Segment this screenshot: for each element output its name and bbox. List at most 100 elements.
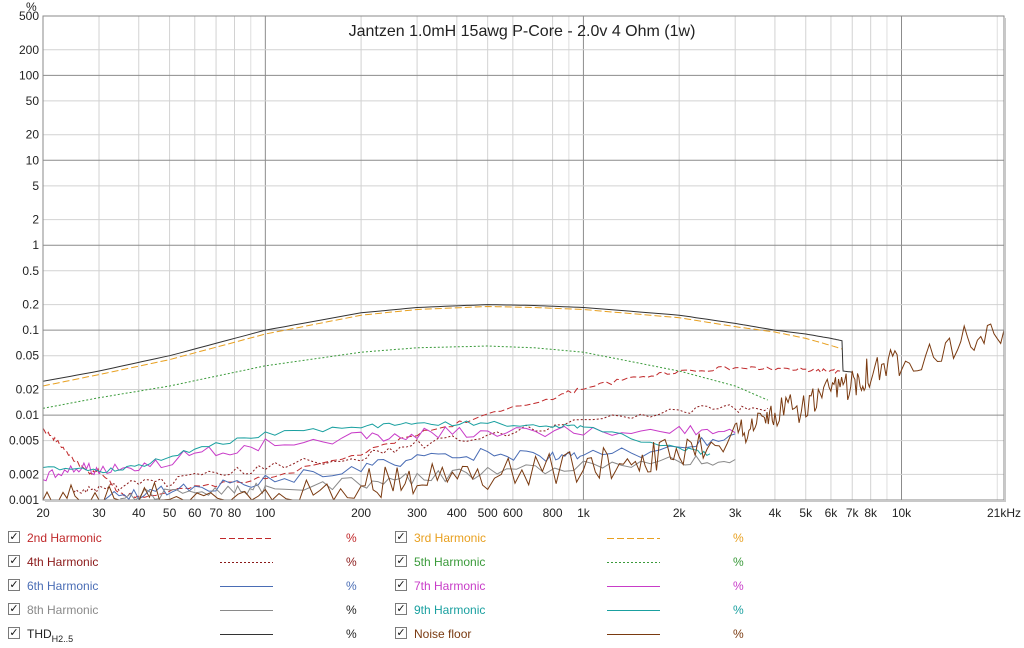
y-tick-label: 20 [26,128,40,142]
x-tick-label: 10k [892,506,912,520]
x-tick-label: 800 [543,506,563,520]
series-layer [43,304,1004,500]
legend-checkbox[interactable]: ✓ [395,554,407,567]
legend-label-text: 8th Harmonic [27,603,99,617]
y-tick-label: 0.5 [22,264,39,278]
x-tick-label: 200 [351,506,371,520]
legend-item: ✓ 7th Harmonic% [395,577,765,595]
x-tick-label: 1k [577,506,591,520]
x-tick-label: 2k [673,506,687,520]
legend-checkbox[interactable]: ✓ [8,578,20,591]
legend-unit: % [346,627,357,641]
legend-label-text: 6th Harmonic [27,579,99,593]
legend-unit: % [733,555,744,569]
legend-item: ✓ 5th Harmonic% [395,553,765,571]
plot-shadow-bottom [45,500,1006,502]
x-tick-label: 3k [729,506,743,520]
y-tick-label: 0.02 [16,383,40,397]
series-2nd-harmonic [43,365,843,499]
legend-label-text: 9th Harmonic [414,603,486,617]
legend-swatch [607,562,660,563]
x-tick-label: 40 [132,506,146,520]
y-tick-label: 0.2 [22,298,39,312]
legend-item: ✓ 8th Harmonic% [8,601,378,619]
legend-unit: % [733,531,744,545]
x-tick-label: 600 [503,506,523,520]
legend-label: 5th Harmonic [414,553,485,571]
x-tick-label: 50 [163,506,177,520]
legend-label: 9th Harmonic [414,601,485,619]
x-tick-label: 6k [825,506,839,520]
x-tick-label: 100 [255,506,275,520]
legend-label-subscript: H2..5 [51,634,74,644]
series-3rd-harmonic [43,305,843,387]
legend-checkbox[interactable]: ✓ [395,578,407,591]
legend-label-text: 4th Harmonic [27,555,99,569]
x-tick-label: 300 [407,506,427,520]
legend-swatch [220,586,273,587]
y-tick-label: 0.001 [9,493,39,507]
legend-swatch [607,586,660,587]
legend-label: 3rd Harmonic [414,529,486,547]
legend-label-text: 5th Harmonic [414,555,486,569]
x-axis-ticks: 20 30 40 50 60 70 80 100 200 300 400 500 600 800 1k 2k 3… [36,506,1021,520]
legend-checkbox[interactable]: ✓ [8,626,20,639]
y-tick-label: 500 [19,9,39,23]
y-axis-ticks: 500 200 100 50 20 10 5 2 1 0.5 0.2 0.1 0.05 0.02 0.01 0… [9,9,39,507]
legend-unit: % [733,603,744,617]
legend-swatch [220,538,273,539]
y-tick-label: 50 [26,94,40,108]
legend-unit: % [346,555,357,569]
legend-unit: % [346,531,357,545]
series-4th-harmonic [73,404,769,494]
legend-label-text: 7th Harmonic [414,579,486,593]
y-tick-label: 0.01 [16,408,40,422]
y-tick-label: 0.005 [9,434,39,448]
legend-label-text: 3rd Harmonic [414,531,487,545]
legend-checkbox[interactable]: ✓ [8,530,20,543]
plot-background [43,16,1004,500]
grid [43,16,1004,500]
series-thd [43,304,853,382]
legend-swatch [220,610,273,611]
legend-swatch [607,610,660,611]
legend-label: 8th Harmonic [27,601,98,619]
x-tick-label: 70 [209,506,223,520]
x-tick-label: 5k [799,506,813,520]
legend-swatch [220,562,273,563]
y-tick-label: 0.05 [16,349,40,363]
x-tick-label: 20 [36,506,50,520]
legend-unit: % [346,579,357,593]
legend-unit: % [733,579,744,593]
legend-item: ✓ 4th Harmonic% [8,553,378,571]
legend-checkbox[interactable]: ✓ [8,602,20,615]
legend-label: 7th Harmonic [414,577,485,595]
y-tick-label: 0.002 [9,467,39,481]
legend-label-text: 2nd Harmonic [27,531,102,545]
legend-unit: % [733,627,744,641]
legend-checkbox[interactable]: ✓ [8,554,20,567]
y-tick-label: 1 [32,238,39,252]
legend-item: ✓ 6th Harmonic% [8,577,378,595]
legend-item: ✓ Noise floor% [395,625,765,643]
x-tick-label: 400 [447,506,467,520]
x-tick-label: 80 [228,506,242,520]
y-tick-label: 2 [32,213,39,227]
legend-label-text: Noise floor [414,627,472,641]
legend-swatch [607,634,660,635]
chart-title: Jantzen 1.0mH 15awg P-Core - 2.0v 4 Ohm … [349,23,696,40]
legend-checkbox[interactable]: ✓ [395,602,407,615]
legend: ✓ 2nd Harmonic% ✓ 3rd Harmonic% ✓ 4th Harmoni… [0,526,1024,648]
legend-label: THDH2..5 [27,625,73,644]
legend-item: ✓ 9th Harmonic% [395,601,765,619]
series-9th-harmonic [43,420,711,474]
legend-checkbox[interactable]: ✓ [395,530,407,543]
y-tick-label: 100 [19,68,39,82]
legend-label: 6th Harmonic [27,577,98,595]
series-5th-harmonic [43,345,769,409]
legend-label: Noise floor [414,625,471,643]
x-tick-label: 500 [478,506,498,520]
legend-label: 4th Harmonic [27,553,98,571]
legend-checkbox[interactable]: ✓ [395,626,407,639]
legend-item: ✓ THDH2..5% [8,625,378,644]
